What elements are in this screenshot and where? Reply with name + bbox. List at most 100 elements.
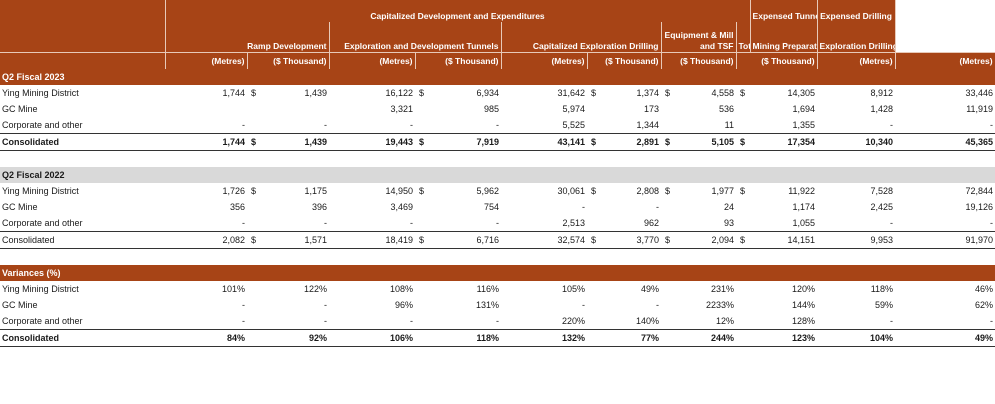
table-cell [736, 329, 751, 347]
table-cell: 1,977 [675, 183, 736, 199]
table-cell: 10,340 [817, 133, 896, 151]
unit-label: ($ Thousand) [587, 52, 662, 69]
section-header-q2_2022: Q2 Fiscal 2022 [0, 167, 995, 183]
table-cell: 118% [429, 329, 501, 347]
table-cell: 1,726 [165, 183, 247, 199]
table-cell: - [895, 215, 995, 232]
unit-label: (Metres) [165, 52, 248, 69]
table-cell [661, 117, 675, 134]
table-cell: 14,305 [750, 85, 818, 101]
table-cell: 59% [817, 297, 896, 313]
table-cell: - [329, 117, 415, 134]
table-cell: 92% [261, 329, 329, 347]
unit-label: (Metres) [895, 52, 995, 69]
table-cell [415, 199, 429, 215]
table-cell [247, 101, 261, 117]
table-cell: 104% [817, 329, 896, 347]
table-cell: - [261, 215, 329, 232]
table-cell: 128% [750, 313, 818, 330]
table-cell: 1,174 [750, 199, 818, 215]
table-cell [247, 215, 261, 232]
table-cell [587, 215, 601, 232]
unit-label: ($ Thousand) [415, 52, 502, 69]
header-row-2: Ramp Development Exploration and Develop… [0, 22, 995, 53]
table-row: Consolidated 84% 92% 106% 118% 132% 77% 244% 123… [0, 329, 995, 347]
table-row: Consolidated 1,744 $1,439 19,443 $7,919 43,14… [0, 133, 995, 151]
units-row: (Metres) ($ Thousand) (Metres) ($ Thousa… [0, 52, 995, 69]
table-cell: 93 [675, 215, 736, 232]
table-cell: 2,808 [601, 183, 661, 199]
table-cell: $ [736, 85, 751, 101]
table-cell: - [429, 215, 501, 232]
development-table: Capitalized Development and Expenditures… [0, 0, 995, 347]
table-cell: $ [661, 231, 675, 249]
table-cell: 84% [165, 329, 247, 347]
table-cell: 985 [429, 101, 501, 117]
unit-label: (Metres) [329, 52, 416, 69]
row-label: Consolidated [0, 329, 165, 347]
table-cell: $ [247, 133, 261, 151]
table-cell: 3,469 [329, 199, 415, 215]
table-row: GC Mine 3,321 985 5,974 173 536 1,694 1,428 11,9… [0, 101, 995, 117]
table-cell [661, 215, 675, 232]
table-cell: 4,558 [675, 85, 736, 101]
row-label: Corporate and other [0, 313, 165, 330]
table-cell [247, 313, 261, 330]
table-cell [661, 101, 675, 117]
table-cell: 3,770 [601, 231, 661, 249]
section-header-q2_2023: Q2 Fiscal 2023 [0, 69, 995, 85]
row-label: GC Mine [0, 297, 165, 313]
unit-label: ($ Thousand) [247, 52, 330, 69]
table-cell: - [501, 297, 587, 313]
table-cell: 123% [750, 329, 818, 347]
exploration-tunnels-header: Exploration and Development Tunnels [329, 22, 502, 53]
table-cell: $ [415, 85, 429, 101]
table-cell [736, 101, 751, 117]
table-cell: 1,571 [261, 231, 329, 249]
section-title: Variances (%) [0, 265, 995, 281]
table-cell [247, 329, 261, 347]
table-cell: $ [736, 183, 751, 199]
table-cell: 5,962 [429, 183, 501, 199]
unit-label: (Metres) [817, 52, 896, 69]
table-cell: - [817, 215, 896, 232]
table-cell: 2,891 [601, 133, 661, 151]
table-cell: 1,694 [750, 101, 818, 117]
table-cell: $ [247, 85, 261, 101]
unit-label: ($ Thousand) [661, 52, 737, 69]
table-cell: 6,934 [429, 85, 501, 101]
table-cell: 7,919 [429, 133, 501, 151]
header-row-1: Capitalized Development and Expenditures… [0, 0, 995, 22]
table-cell: 101% [165, 281, 247, 297]
table-cell [661, 281, 675, 297]
table-cell: 144% [750, 297, 818, 313]
table-cell: $ [587, 133, 601, 151]
table-cell: 1,355 [750, 117, 818, 134]
table-cell: 43,141 [501, 133, 587, 151]
table-cell [736, 313, 751, 330]
group-title: Capitalized Development and Expenditures [165, 0, 751, 22]
table-row: Consolidated 2,082 $1,571 18,419 $6,716 32,57… [0, 231, 995, 249]
table-cell: $ [415, 231, 429, 249]
table-cell [736, 281, 751, 297]
table-cell [587, 329, 601, 347]
table-cell: 220% [501, 313, 587, 330]
table-cell: 1,439 [261, 133, 329, 151]
table-cell: 5,974 [501, 101, 587, 117]
spacer-row [0, 248, 995, 265]
table-cell: - [501, 199, 587, 215]
table-cell: - [165, 297, 247, 313]
table-cell: 122% [261, 281, 329, 297]
table-cell [415, 313, 429, 330]
table-cell: 17,354 [750, 133, 818, 151]
table-cell: 77% [601, 329, 661, 347]
table-cell: - [165, 117, 247, 134]
exploration-drilling-header: Exploration Drilling [817, 22, 896, 53]
table-cell: 3,321 [329, 101, 415, 117]
table-cell: 91,970 [895, 231, 995, 249]
table-cell: $ [736, 133, 751, 151]
table-row: Ying Mining District 1,726 $1,175 14,950 $5,… [0, 183, 995, 199]
table-cell [587, 297, 601, 313]
table-cell: 14,950 [329, 183, 415, 199]
table-cell [587, 101, 601, 117]
